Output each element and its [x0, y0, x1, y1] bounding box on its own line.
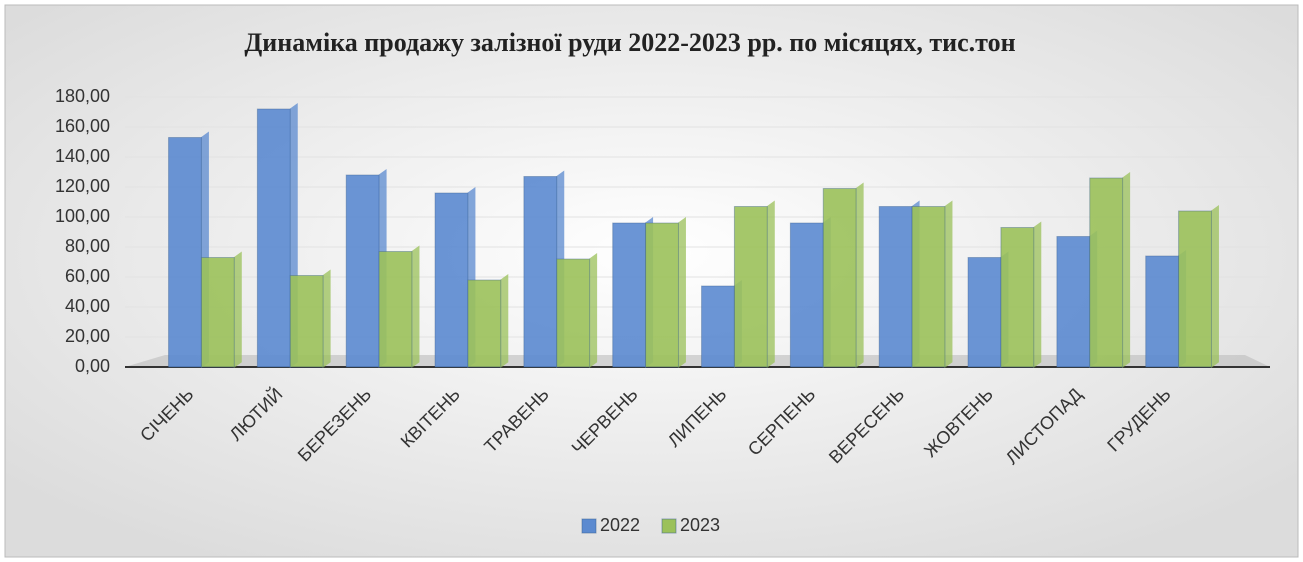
bar-side	[500, 274, 509, 368]
y-tick-label: 160,00	[55, 116, 110, 136]
legend-label: 2022	[600, 515, 640, 535]
bar	[556, 258, 591, 368]
bar	[434, 192, 469, 368]
bar-side	[1033, 221, 1042, 368]
bar	[289, 275, 324, 368]
bar-side	[766, 200, 775, 368]
bar	[645, 222, 679, 368]
bar-side	[411, 245, 420, 368]
bar-side	[855, 182, 864, 368]
chart-title: Динаміка продажу залізної руди 2022-2023…	[244, 28, 1015, 57]
bar	[967, 257, 1002, 368]
bar-side	[1122, 172, 1131, 368]
bar	[612, 222, 647, 368]
y-tick-label: 60,00	[65, 266, 110, 286]
y-tick-label: 100,00	[55, 206, 110, 226]
y-tick-label: 140,00	[55, 146, 110, 166]
y-tick-label: 20,00	[65, 326, 110, 346]
bar	[1056, 236, 1091, 368]
legend-label: 2023	[680, 515, 720, 535]
bar-side	[1210, 205, 1219, 368]
y-tick-label: 120,00	[55, 176, 110, 196]
y-tick-label: 0,00	[75, 356, 110, 376]
bar	[200, 257, 235, 368]
legend-swatch	[581, 518, 597, 534]
bar	[467, 279, 502, 368]
bar	[701, 285, 735, 368]
bar	[789, 222, 824, 368]
bar	[1089, 177, 1124, 368]
bar-side	[677, 217, 686, 368]
bar	[378, 251, 413, 368]
bar-side	[233, 251, 242, 368]
y-tick-label: 80,00	[65, 236, 110, 256]
bar	[1145, 255, 1180, 368]
bar	[1000, 227, 1035, 368]
bar	[878, 206, 913, 368]
bar	[345, 174, 380, 368]
y-tick-label: 40,00	[65, 296, 110, 316]
bar	[911, 206, 946, 368]
bar	[1178, 210, 1212, 368]
bar	[523, 176, 558, 368]
y-tick-label: 180,00	[55, 86, 110, 106]
bar-side	[322, 269, 331, 368]
legend-swatch	[661, 518, 677, 534]
bar	[168, 137, 202, 368]
bar	[822, 188, 857, 368]
bar-side	[944, 200, 953, 368]
bar	[733, 206, 768, 368]
bar-side	[589, 253, 598, 368]
bar	[256, 108, 291, 368]
